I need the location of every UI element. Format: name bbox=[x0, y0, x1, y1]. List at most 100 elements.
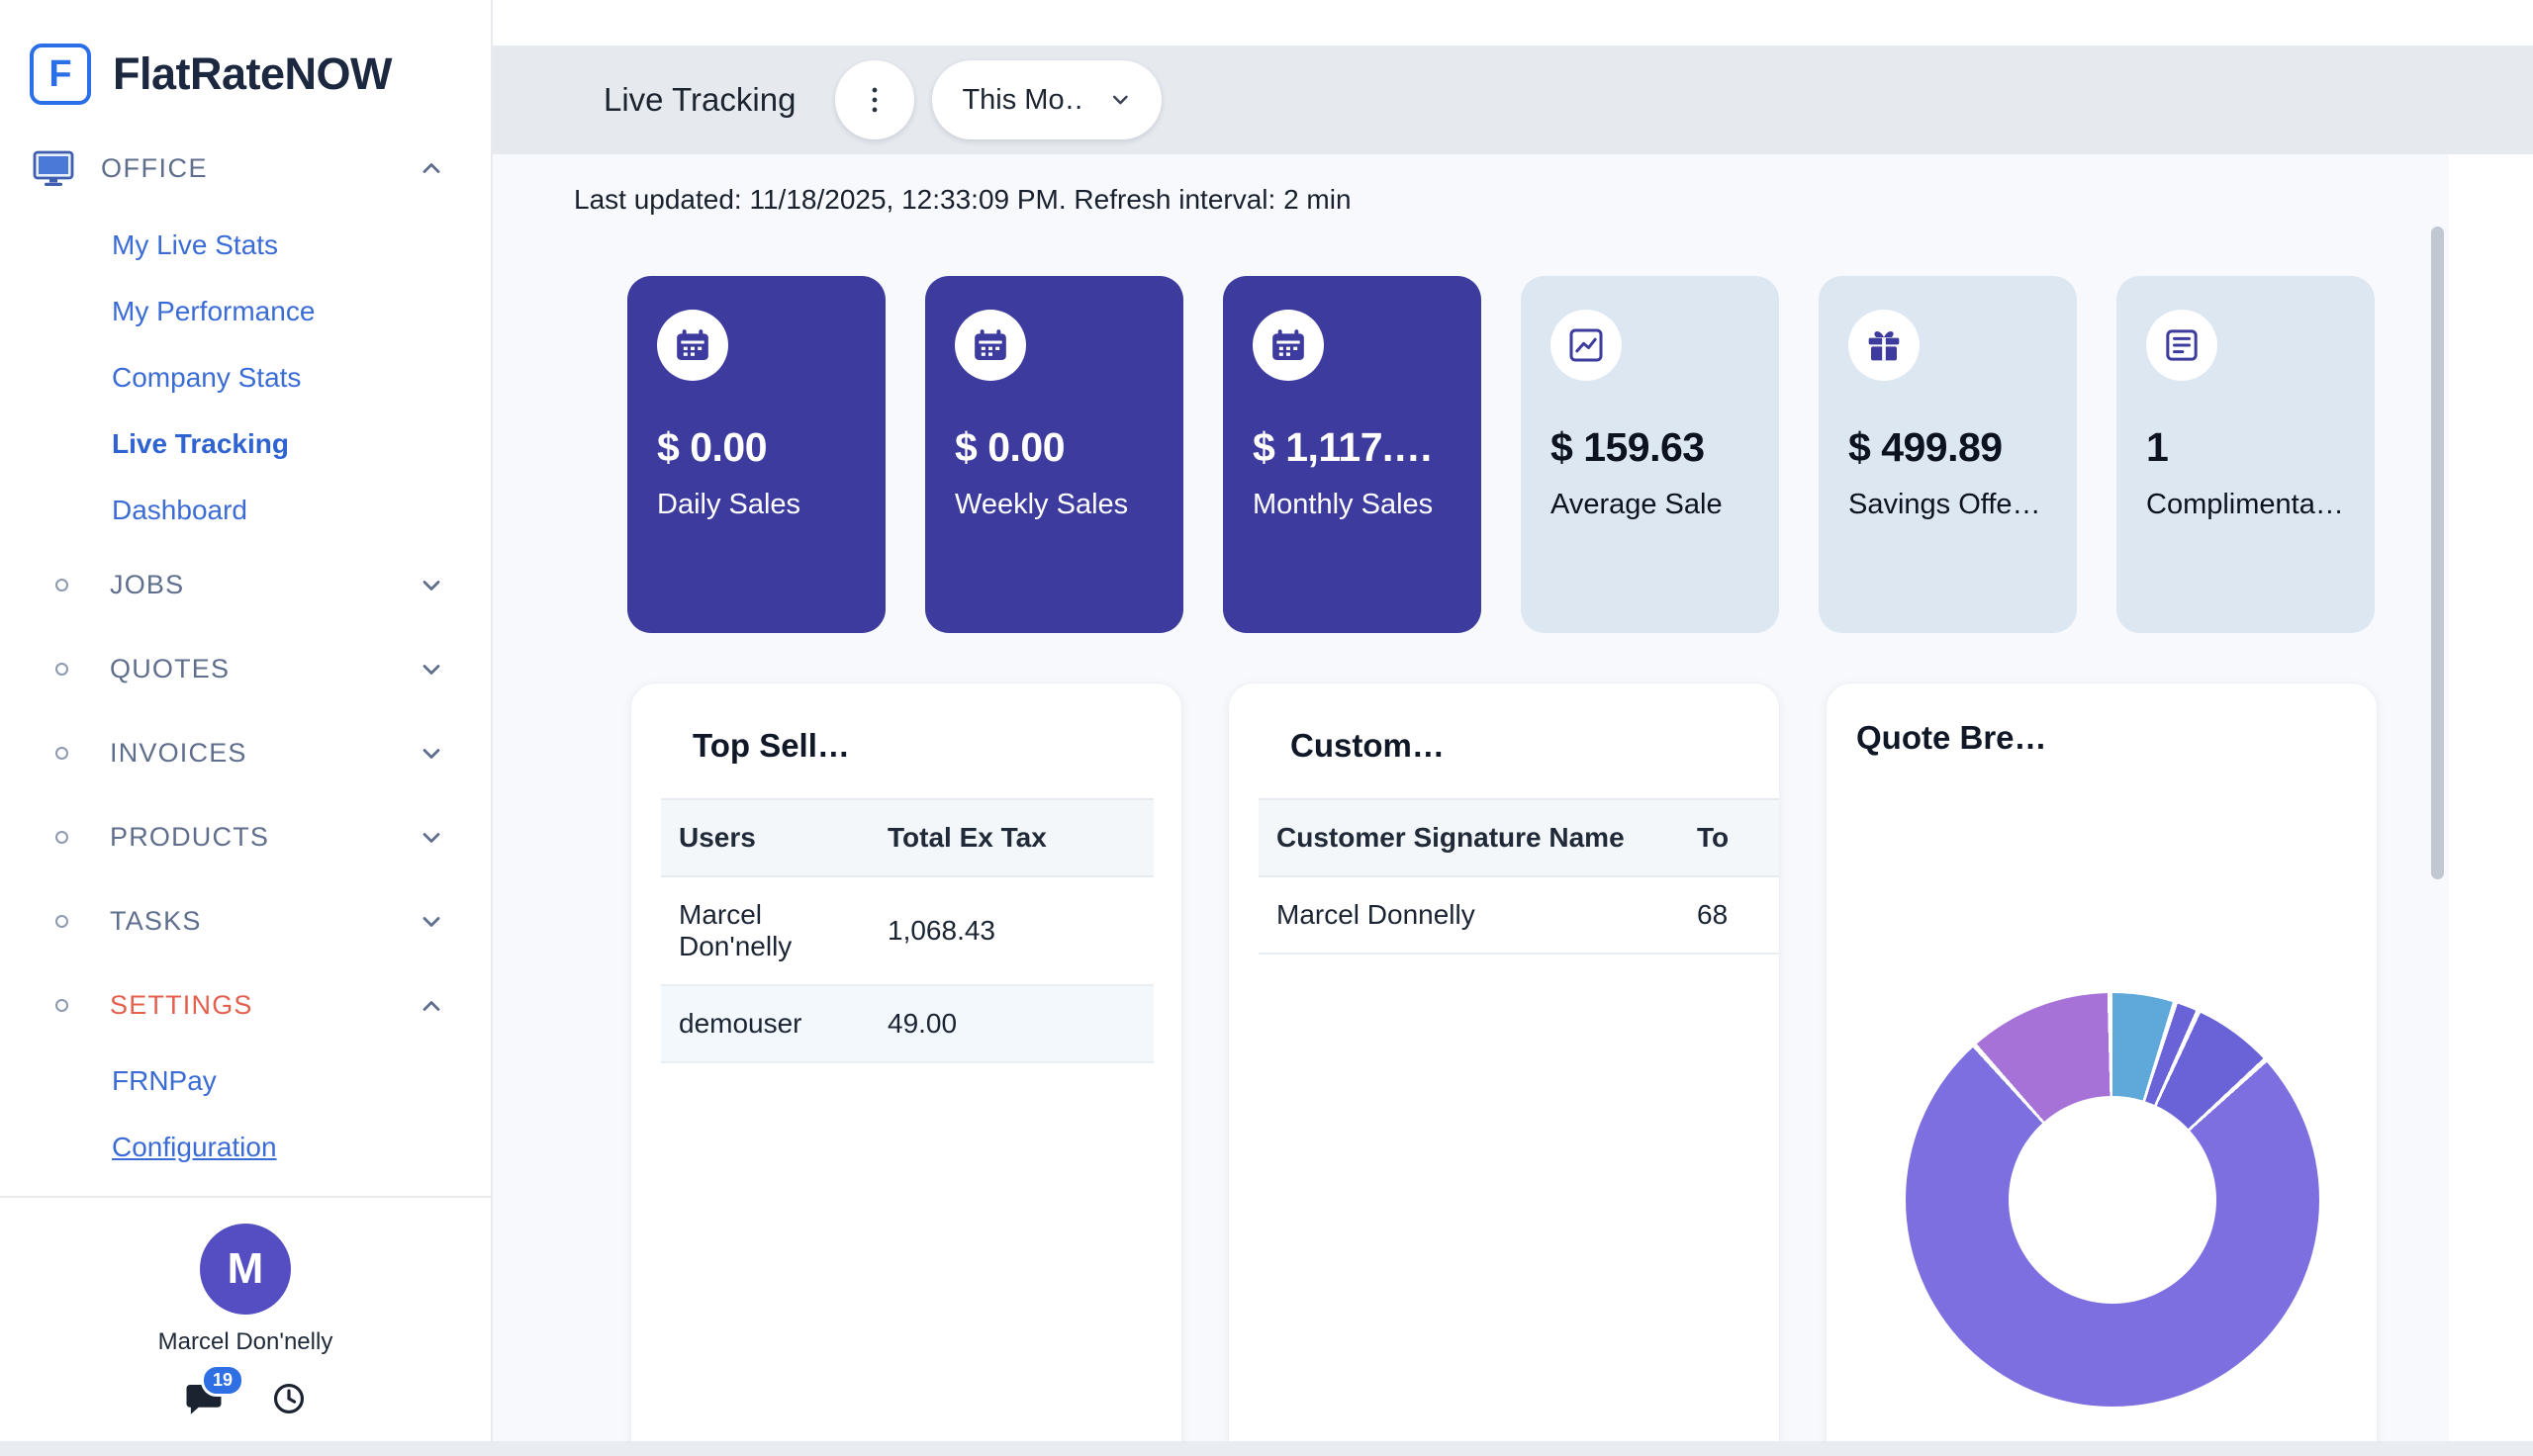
last-updated-status: Last updated: 11/18/2025, 12:33:09 PM. R… bbox=[574, 184, 1352, 215]
column-header-users: Users bbox=[661, 798, 870, 877]
gift-icon bbox=[1848, 310, 1920, 381]
profile-name: Marcel Don'nelly bbox=[157, 1328, 333, 1355]
stat-value: $ 499.89 bbox=[1848, 424, 2003, 470]
cell-total: 1,068.43 bbox=[870, 876, 1091, 986]
kebab-menu-icon bbox=[873, 87, 878, 113]
sidebar-section-office[interactable]: OFFICE bbox=[0, 136, 491, 200]
table-row: demouser 49.00 bbox=[661, 985, 1154, 1063]
sidebar-item-configuration[interactable]: Configuration bbox=[112, 1131, 277, 1162]
brand: F FlatRateNOW bbox=[0, 0, 491, 105]
sidebar-section-invoices[interactable]: INVOICES bbox=[0, 711, 491, 795]
customers-title: Custom… bbox=[1290, 727, 1445, 764]
line-chart-icon bbox=[1550, 310, 1622, 381]
quote-breakdown-donut bbox=[1906, 993, 2319, 1407]
settings-sub-list: FRNPay Configuration bbox=[0, 1047, 491, 1180]
chat-button[interactable]: 19 bbox=[183, 1364, 244, 1419]
sidebar-item-company-stats[interactable]: Company Stats bbox=[112, 361, 302, 393]
tasks-label: TASKS bbox=[110, 906, 202, 936]
sidebar-section-jobs[interactable]: JOBS bbox=[0, 543, 491, 627]
invoices-label: INVOICES bbox=[110, 738, 247, 768]
main-area: Live Tracking This Mo… Last updated: 11/… bbox=[493, 0, 2533, 1456]
brand-name: FlatRateNOW bbox=[113, 48, 393, 99]
calendar-icon bbox=[1253, 310, 1324, 381]
stat-card-monthly-sales: $ 1,117.… Monthly Sales bbox=[1223, 276, 1481, 633]
stat-label: Complimenta… bbox=[2146, 489, 2344, 520]
calendar-icon bbox=[657, 310, 728, 381]
brand-logo-letter: F bbox=[48, 52, 72, 95]
stat-value: $ 159.63 bbox=[1550, 424, 1705, 470]
chevron-down-icon bbox=[1112, 95, 1128, 105]
chevron-down-icon[interactable] bbox=[418, 572, 445, 599]
report-icon bbox=[2146, 310, 2217, 381]
table-row: Marcel Donnelly 68 bbox=[1259, 876, 1779, 955]
vertical-scrollbar[interactable] bbox=[2431, 227, 2444, 879]
chevron-up-icon[interactable] bbox=[418, 992, 445, 1020]
stat-card-complimentary: 1 Complimenta… bbox=[2116, 276, 2375, 633]
monitor-icon bbox=[30, 144, 77, 192]
calendar-icon bbox=[955, 310, 1026, 381]
period-dropdown[interactable]: This Mo… bbox=[932, 60, 1163, 139]
cell-total: 49.00 bbox=[870, 985, 1091, 1063]
sidebar-item-my-performance[interactable]: My Performance bbox=[112, 295, 316, 326]
sidebar-item-live-tracking[interactable]: Live Tracking bbox=[112, 427, 289, 459]
bullet-icon bbox=[55, 915, 68, 928]
stat-card-savings-offered: $ 499.89 Savings Offe… bbox=[1819, 276, 2077, 633]
stat-label: Daily Sales bbox=[657, 489, 801, 520]
sidebar-item-dashboard[interactable]: Dashboard bbox=[112, 494, 247, 525]
stat-value: 1 bbox=[2146, 424, 2169, 470]
stat-label: Average Sale bbox=[1550, 489, 1723, 520]
products-label: PRODUCTS bbox=[110, 822, 270, 852]
stat-value: $ 1,117.… bbox=[1253, 424, 1434, 470]
bullet-icon bbox=[55, 663, 68, 676]
kebab-menu-button[interactable] bbox=[835, 60, 915, 139]
office-sub-list: My Live Stats My Performance Company Sta… bbox=[0, 212, 491, 543]
cell-customer-name: Marcel Donnelly bbox=[1259, 876, 1679, 955]
cell-user: demouser bbox=[661, 985, 870, 1063]
page-title: Live Tracking bbox=[604, 81, 797, 118]
stat-card-weekly-sales: $ 0.00 Weekly Sales bbox=[925, 276, 1183, 633]
customers-table: Customer Signature Name To Marcel Donnel… bbox=[1259, 798, 1779, 955]
quote-breakdown-panel: Quote Bre… bbox=[1826, 682, 2378, 1456]
jobs-label: JOBS bbox=[110, 570, 185, 599]
bullet-icon bbox=[55, 999, 68, 1012]
chevron-down-icon[interactable] bbox=[418, 656, 445, 683]
top-sellers-table: Users Total Ex Tax Marcel Don'nelly 1,06… bbox=[661, 798, 1154, 1063]
brand-logo-icon: F bbox=[30, 44, 91, 105]
profile: M Marcel Don'nelly 19 bbox=[0, 1224, 491, 1419]
settings-label: SETTINGS bbox=[110, 990, 253, 1020]
clock-icon bbox=[273, 1383, 305, 1414]
sidebar-section-quotes[interactable]: QUOTES bbox=[0, 627, 491, 711]
history-button[interactable] bbox=[270, 1380, 308, 1417]
chevron-down-icon[interactable] bbox=[418, 740, 445, 768]
customers-panel: Custom… Customer Signature Name To Marce… bbox=[1228, 682, 1780, 1456]
stat-card-average-sale: $ 159.63 Average Sale bbox=[1521, 276, 1779, 633]
quote-breakdown-title: Quote Bre… bbox=[1856, 719, 2047, 756]
stat-label: Savings Offe… bbox=[1848, 489, 2041, 520]
bullet-icon bbox=[55, 579, 68, 592]
sidebar-section-tasks[interactable]: TASKS bbox=[0, 879, 491, 963]
stat-label: Weekly Sales bbox=[955, 489, 1129, 520]
chevron-down-icon[interactable] bbox=[418, 908, 445, 936]
stat-label: Monthly Sales bbox=[1253, 489, 1434, 520]
content-area: Last updated: 11/18/2025, 12:33:09 PM. R… bbox=[493, 154, 2449, 1456]
avatar[interactable]: M bbox=[200, 1224, 291, 1315]
office-label: OFFICE bbox=[101, 152, 208, 183]
bottom-edge-strip bbox=[0, 1441, 2533, 1456]
top-sellers-panel: Top Sell… Users Total Ex Tax Marcel Don'… bbox=[630, 682, 1182, 1456]
bullet-icon bbox=[55, 831, 68, 844]
sidebar-section-settings[interactable]: SETTINGS bbox=[0, 963, 491, 1047]
stat-value: $ 0.00 bbox=[955, 424, 1066, 470]
profile-icons: 19 bbox=[183, 1364, 308, 1419]
panels-row: Top Sell… Users Total Ex Tax Marcel Don'… bbox=[630, 682, 2378, 1456]
sidebar-item-my-live-stats[interactable]: My Live Stats bbox=[112, 228, 279, 260]
column-header-total: To bbox=[1679, 798, 1779, 877]
sidebar-item-frnpay[interactable]: FRNPay bbox=[112, 1064, 217, 1096]
stat-card-daily-sales: $ 0.00 Daily Sales bbox=[627, 276, 886, 633]
sidebar-section-products[interactable]: PRODUCTS bbox=[0, 795, 491, 879]
sidebar-divider bbox=[0, 1196, 491, 1198]
chevron-up-icon[interactable] bbox=[418, 154, 445, 182]
column-header-customer-signature-name: Customer Signature Name bbox=[1259, 798, 1679, 877]
stat-value: $ 0.00 bbox=[657, 424, 768, 470]
chevron-down-icon[interactable] bbox=[418, 824, 445, 852]
bullet-icon bbox=[55, 747, 68, 760]
